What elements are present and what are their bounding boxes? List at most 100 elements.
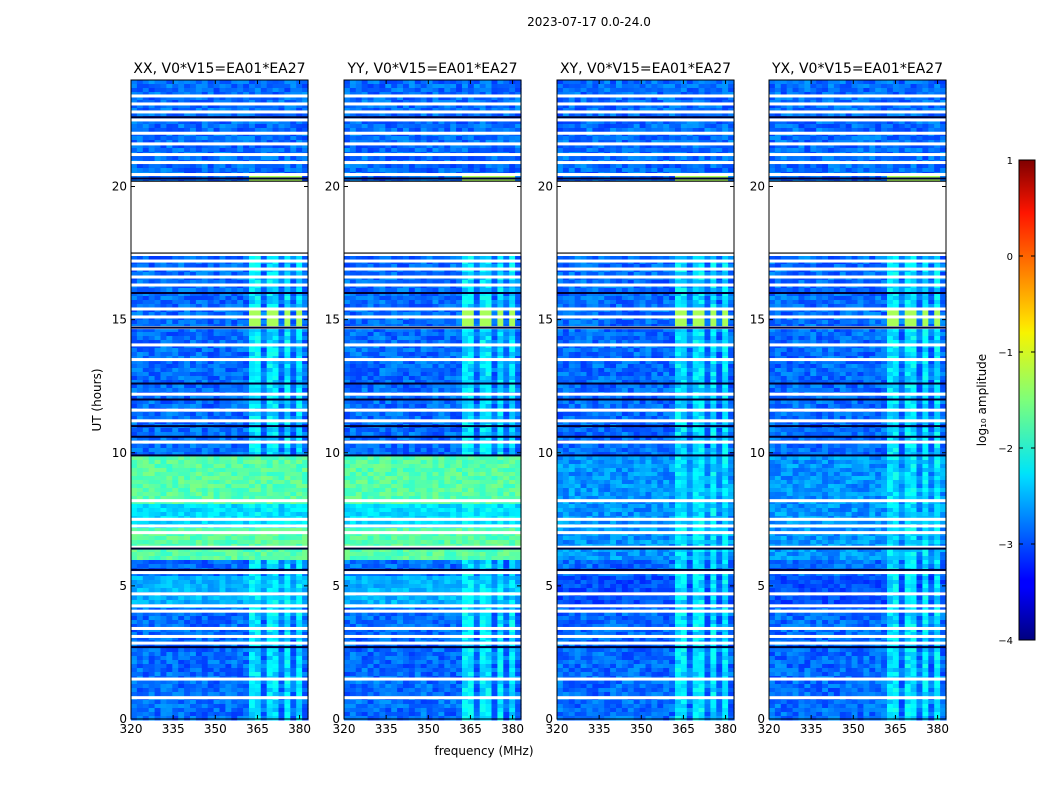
- heatmap-cell: [249, 600, 256, 605]
- heatmap-cell: [154, 636, 162, 641]
- heatmap-cell: [302, 428, 309, 433]
- heatmap-cell: [278, 352, 285, 357]
- heatmap-cell: [278, 296, 285, 301]
- heatmap-cell: [131, 312, 138, 317]
- heatmap-cell: [142, 680, 150, 685]
- heatmap-cell: [148, 620, 156, 625]
- heatmap-cell: [237, 280, 244, 285]
- heatmap-cell: [473, 92, 481, 97]
- heatmap-cell: [296, 700, 303, 705]
- heatmap-cell: [266, 148, 274, 153]
- heatmap-cell: [148, 168, 156, 173]
- heatmap-cell: [184, 264, 191, 269]
- heatmap-cell: [249, 84, 256, 89]
- heatmap-cell: [290, 436, 297, 441]
- heatmap-cell: [260, 476, 268, 481]
- heatmap-cell: [249, 672, 256, 677]
- heatmap-cell: [160, 136, 167, 141]
- heatmap-cell: [136, 688, 144, 693]
- heatmap-cell: [237, 412, 244, 417]
- heatmap-cell: [237, 484, 244, 489]
- heatmap-cell: [296, 264, 303, 269]
- heatmap-cell: [290, 584, 297, 589]
- heatmap-cell: [296, 620, 303, 625]
- heatmap-cell: [467, 120, 475, 125]
- heatmap-cell: [148, 684, 156, 689]
- heatmap-cell: [302, 528, 309, 533]
- heatmap-cell: [195, 564, 203, 569]
- heatmap-cell: [444, 148, 451, 153]
- heatmap-cell: [237, 304, 244, 309]
- heatmap-cell: [201, 616, 209, 621]
- heatmap-cell: [131, 372, 138, 377]
- heatmap-cell: [302, 620, 309, 625]
- heatmap-cell: [355, 88, 363, 93]
- heatmap-cell: [142, 352, 150, 357]
- heatmap-cell: [219, 432, 226, 437]
- heatmap-cell: [284, 376, 291, 381]
- heatmap-cell: [160, 352, 167, 357]
- heatmap-cell: [243, 272, 250, 277]
- heatmap-cell: [302, 708, 309, 713]
- heatmap-cell: [207, 436, 215, 441]
- heatmap-cell: [254, 652, 262, 657]
- heatmap-cell: [184, 84, 191, 89]
- heatmap-cell: [207, 368, 215, 373]
- heatmap-cell: [184, 652, 191, 657]
- heatmap-cell: [260, 624, 268, 629]
- heatmap-cell: [491, 148, 498, 153]
- heatmap-cell: [266, 468, 274, 473]
- heatmap-cell: [148, 700, 156, 705]
- heatmap-cell: [184, 360, 191, 365]
- heatmap-cell: [213, 668, 221, 673]
- heatmap-cell: [219, 704, 226, 709]
- heatmap-cell: [219, 508, 226, 513]
- heatmap-cell: [450, 92, 457, 97]
- heatmap-cell: [231, 572, 238, 577]
- heatmap-cell: [408, 104, 416, 109]
- heatmap-cell: [142, 660, 150, 665]
- heatmap-cell: [166, 88, 173, 93]
- heatmap-cell: [172, 144, 179, 149]
- heatmap-cell: [131, 100, 138, 105]
- heatmap-cell: [166, 624, 173, 629]
- heatmap-cell: [479, 80, 487, 85]
- heatmap-cell: [160, 520, 167, 525]
- heatmap-cell: [207, 536, 215, 541]
- heatmap-cell: [148, 680, 156, 685]
- heatmap-cell: [231, 548, 238, 553]
- heatmap-cell: [131, 320, 138, 325]
- heatmap-cell: [379, 136, 386, 141]
- heatmap-cell: [515, 156, 522, 161]
- heatmap-cell: [184, 636, 191, 641]
- heatmap-cell: [184, 656, 191, 661]
- heatmap-cell: [148, 292, 156, 297]
- heatmap-cell: [207, 104, 215, 109]
- heatmap-cell: [302, 352, 309, 357]
- heatmap-cell: [403, 148, 410, 153]
- heatmap-cell: [178, 312, 185, 317]
- heatmap-cell: [142, 600, 150, 605]
- heatmap-cell: [302, 472, 309, 477]
- heatmap-cell: [213, 636, 221, 641]
- heatmap-cell: [136, 444, 144, 449]
- heatmap-cell: [237, 712, 244, 717]
- flagged-row: [131, 315, 308, 319]
- heatmap-cell: [225, 660, 232, 665]
- heatmap-cell: [225, 528, 232, 533]
- heatmap-cell: [213, 300, 221, 305]
- heatmap-cell: [213, 540, 221, 545]
- heatmap-cell: [249, 312, 256, 317]
- heatmap-cell: [184, 612, 191, 617]
- heatmap-cell: [190, 588, 197, 593]
- heatmap-cell: [190, 136, 197, 141]
- heatmap-cell: [136, 620, 144, 625]
- heatmap-cell: [213, 584, 221, 589]
- heatmap-cell: [278, 156, 285, 161]
- heatmap-cell: [420, 140, 428, 145]
- heatmap-cell: [278, 700, 285, 705]
- heatmap-cell: [131, 700, 138, 705]
- heatmap-cell: [473, 100, 481, 105]
- heatmap-cell: [201, 168, 209, 173]
- heatmap-cell: [249, 508, 256, 513]
